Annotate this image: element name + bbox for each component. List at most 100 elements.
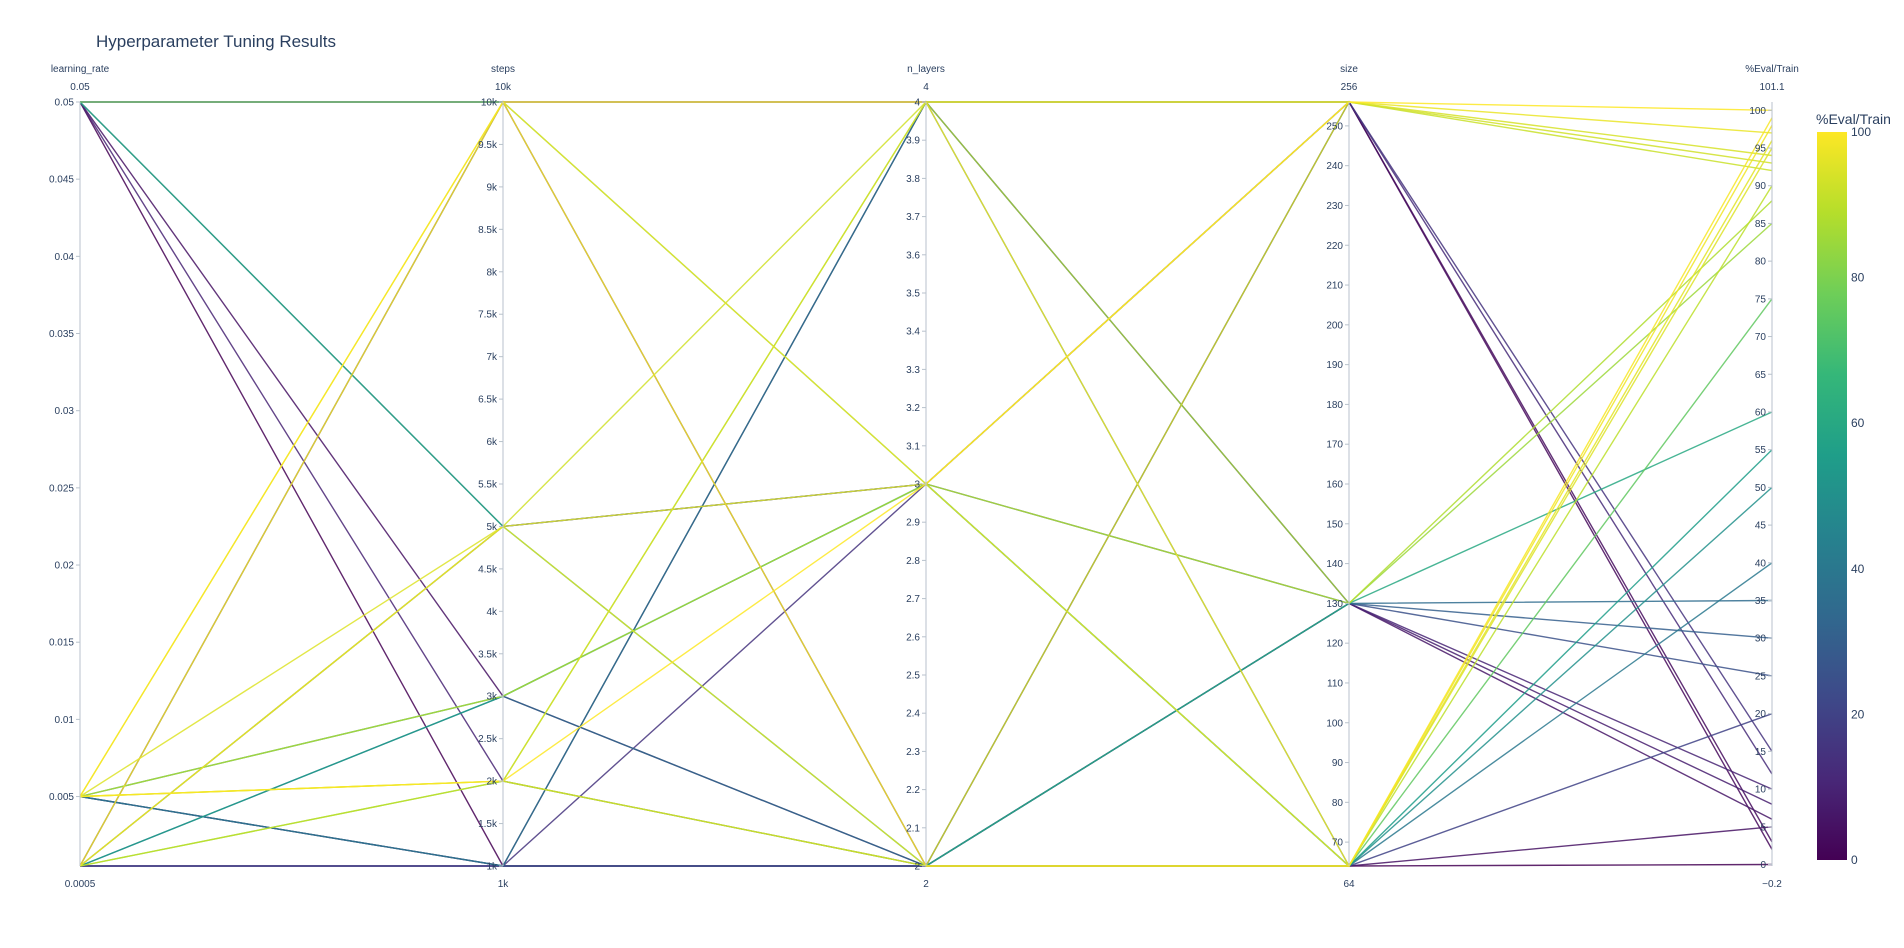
axis-tick-label: 30: [1755, 634, 1767, 645]
axis-tick-label: 25: [1755, 671, 1767, 682]
axis-0: learning_rate 0.05 0.0005 0.05 0.045 0.04 0.03…: [49, 64, 110, 890]
axis-tick-label: 180: [1326, 400, 1343, 411]
axis-tick-label: 2.9: [906, 518, 920, 529]
axis-tick-label: 65: [1755, 370, 1767, 381]
axis-tick-label: 110: [1327, 678, 1343, 689]
axis-tick-label: 95: [1755, 144, 1767, 155]
axis-tick-label: 8.5k: [478, 225, 498, 236]
axis-tick-label: 5.5k: [478, 480, 498, 491]
colorbar-tick-label: 80: [1851, 271, 1865, 285]
chart-title: Hyperparameter Tuning Results: [96, 32, 337, 51]
axis-tick-label: 2k: [486, 777, 498, 788]
axis-tick-label: 0.04: [55, 252, 75, 263]
axis-tick-label: 200: [1326, 320, 1343, 331]
axis-title[interactable]: learning_rate: [51, 64, 110, 75]
colorbar-tick-label: 60: [1851, 416, 1865, 430]
axis-tick-label: 2.8: [906, 556, 920, 567]
axis-tick-label: 50: [1755, 483, 1767, 494]
axis-tick-label: 5: [1760, 822, 1766, 833]
axis-tick-label: 3.7: [906, 212, 920, 223]
axis-tick-label: 15: [1755, 747, 1767, 758]
axis-tick-label: 75: [1755, 294, 1767, 305]
axis-tick-label: 4.5k: [478, 564, 498, 575]
axis-tick-label: 100: [1749, 106, 1766, 117]
axis-range-bottom[interactable]: 1k: [498, 879, 510, 890]
axis-tick-label: 3k: [486, 692, 498, 703]
axis-4: %Eval/Train101.1−0.210095908580757065605…: [1745, 64, 1799, 890]
axis-tick-label: 3.4: [906, 327, 920, 338]
axis-tick-label: 2.4: [906, 709, 920, 720]
axis-tick-label: 150: [1326, 519, 1343, 530]
axis-tick-label: 0.005: [49, 792, 74, 803]
axis-tick-label: 90: [1332, 758, 1344, 769]
axis-tick-label: 240: [1326, 161, 1343, 172]
axis-tick-label: 100: [1326, 718, 1343, 729]
axis-tick-label: 3.2: [906, 403, 920, 414]
axis-range-bottom[interactable]: 64: [1343, 879, 1355, 890]
axis-range-top[interactable]: 256: [1341, 82, 1358, 93]
axis-range-bottom[interactable]: −0.2: [1762, 879, 1782, 890]
axis-tick-label: 1k: [486, 862, 498, 873]
axis-range-bottom[interactable]: 2: [923, 879, 929, 890]
axis-tick-label: 130: [1326, 599, 1343, 610]
axis-tick-label: 3.3: [906, 365, 920, 376]
axis-tick-label: 210: [1326, 281, 1343, 292]
axis-tick-label: 170: [1326, 440, 1343, 451]
axis-tick-label: 20: [1755, 709, 1767, 720]
axis-tick-label: 10: [1755, 785, 1767, 796]
axis-tick-label: 7.5k: [478, 310, 498, 321]
axis-tick-label: 0.01: [55, 715, 75, 726]
axis-tick-label: 0.02: [55, 561, 75, 572]
axis-1: steps 10k 1k 10k 9.5k 9k 8.5k 8k 7.5k 7k 6.5k 6k 5.5…: [478, 64, 515, 890]
axis-tick-label: 4k: [486, 607, 498, 618]
axis-title[interactable]: %Eval/Train: [1745, 64, 1799, 75]
axis-tick-label: 3.6: [906, 250, 920, 261]
axis-tick-label: 4: [914, 98, 920, 109]
axis-range-top[interactable]: 101.1: [1759, 82, 1784, 93]
axis-tick-label: 0.035: [49, 329, 74, 340]
axis-tick-label: 3.9: [906, 136, 920, 147]
axis-tick-label: 2.5: [906, 671, 920, 682]
axis-tick-label: 0.015: [49, 638, 74, 649]
axis-tick-label: 7k: [486, 352, 498, 363]
axis-tick-label: 9.5k: [478, 140, 498, 151]
axis-tick-label: 0.025: [49, 483, 74, 494]
colorbar-gradient: [1817, 132, 1847, 860]
axis-tick-label: 3.1: [906, 441, 920, 452]
colorbar-tick-label: 100: [1851, 125, 1871, 139]
axis-tick-label: 9k: [486, 182, 498, 193]
axis-title[interactable]: n_layers: [907, 64, 945, 75]
axis-tick-label: 70: [1332, 838, 1344, 849]
axis-tick-label: 2.7: [906, 594, 920, 605]
axis-tick-label: 1.5k: [478, 819, 498, 830]
axis-tick-label: 190: [1326, 360, 1343, 371]
colorbar-tick-label: 40: [1851, 562, 1865, 576]
axis-tick-label: 10k: [481, 98, 498, 109]
axis-title[interactable]: steps: [491, 64, 515, 75]
axis-tick-label: 2.6: [906, 632, 920, 643]
axis-tick-label: 230: [1326, 201, 1343, 212]
axis-tick-label: 60: [1755, 407, 1767, 418]
axis-range-bottom[interactable]: 0.0005: [65, 879, 96, 890]
axis-tick-label: 80: [1755, 257, 1767, 268]
axis-range-top[interactable]: 10k: [495, 82, 512, 93]
axis-tick-label: 3.8: [906, 174, 920, 185]
axis-tick-label: 0.05: [55, 98, 75, 109]
axis-tick-label: 250: [1326, 121, 1343, 132]
axis-tick-label: 40: [1755, 558, 1767, 569]
colorbar-tick-label: 0: [1851, 853, 1858, 867]
colorbar-tick-label: 20: [1851, 707, 1865, 721]
axis-range-top[interactable]: 4: [923, 82, 929, 93]
axis-tick-label: 8k: [486, 267, 498, 278]
axis-tick-label: 70: [1755, 332, 1767, 343]
axis-tick-label: 2.5k: [478, 734, 498, 745]
axis-title[interactable]: size: [1340, 64, 1358, 75]
axis-tick-label: 3: [914, 480, 920, 491]
axis-tick-label: 80: [1332, 798, 1344, 809]
axis-tick-label: 2.1: [906, 823, 920, 834]
axis-tick-label: 220: [1326, 241, 1343, 252]
axis-range-top[interactable]: 0.05: [70, 82, 90, 93]
